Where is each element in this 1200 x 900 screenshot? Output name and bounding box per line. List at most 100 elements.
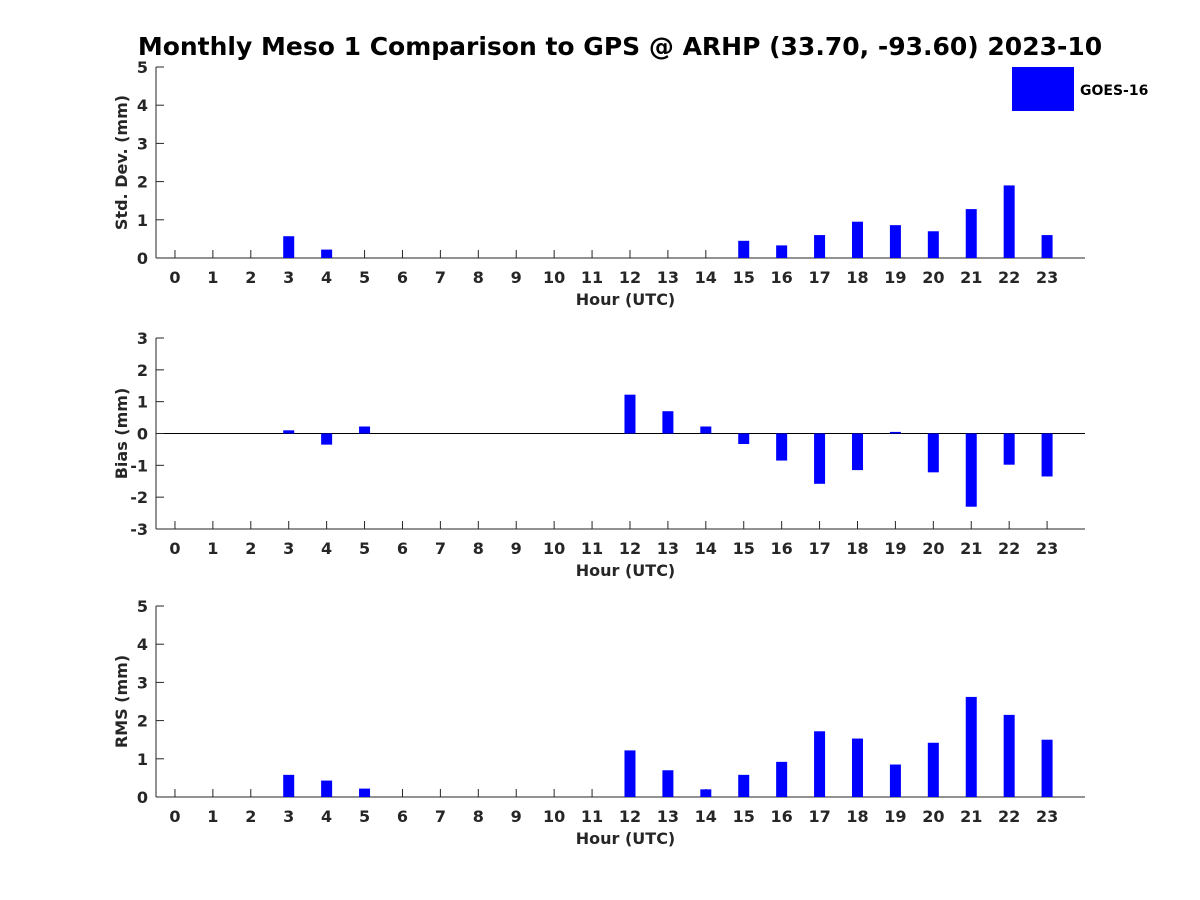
bias-bar-hour-19	[889, 431, 901, 434]
std-dev-x-tick-label: 15	[733, 268, 755, 287]
bias-bar-hour-20	[927, 433, 939, 473]
std-dev-x-tick-label: 13	[657, 268, 679, 287]
std-dev-x-tick-label: 6	[397, 268, 408, 287]
std-dev-y-tick-label: 1	[137, 211, 148, 230]
legend-label: GOES-16	[1080, 83, 1148, 99]
rms-x-tick-label: 21	[960, 807, 982, 826]
rms-bar-hour-3	[283, 774, 295, 797]
bias-x-tick-label: 20	[922, 539, 944, 558]
rms-x-tick-label: 15	[733, 807, 755, 826]
bias-bar-hour-13	[662, 411, 674, 434]
rms-x-tick-label: 1	[207, 807, 218, 826]
std-dev-x-tick-label: 0	[169, 268, 180, 287]
std-dev-bar-hour-18	[851, 221, 863, 258]
std-dev-bar-hour-20	[927, 231, 939, 258]
rms-x-tick-label: 20	[922, 807, 944, 826]
bias-bar-hour-4	[321, 433, 333, 445]
std-dev-x-tick-label: 21	[960, 268, 982, 287]
rms-bar-hour-5	[359, 788, 371, 797]
rms-x-tick-label: 11	[581, 807, 603, 826]
rms-bar-hour-23	[1041, 739, 1053, 797]
std-dev-x-tick-label: 2	[245, 268, 256, 287]
rms-bar-hour-19	[889, 764, 901, 797]
std-dev-x-tick-label: 11	[581, 268, 603, 287]
rms-bar-hour-16	[776, 761, 788, 797]
rms-x-tick-label: 8	[473, 807, 484, 826]
bias-x-tick-label: 8	[473, 539, 484, 558]
bias-bar-hour-18	[851, 433, 863, 471]
std-dev-y-axis-label: Std. Dev. (mm)	[112, 95, 131, 230]
bias-x-tick-label: 15	[733, 539, 755, 558]
rms-x-tick-label: 22	[998, 807, 1020, 826]
rms-bar-hour-22	[1003, 714, 1015, 797]
std-dev-x-tick-label: 19	[884, 268, 906, 287]
rms-x-tick-label: 19	[884, 807, 906, 826]
rms-x-tick-label: 14	[695, 807, 717, 826]
bias-y-tick-label: -3	[130, 520, 148, 539]
rms-x-tick-label: 13	[657, 807, 679, 826]
std-dev-y-tick-label: 3	[137, 134, 148, 153]
bias-bar-hour-23	[1041, 433, 1053, 477]
bias-bar-hour-5	[359, 426, 371, 434]
std-dev-y-tick-label: 4	[137, 96, 148, 115]
bias-y-tick-label: 2	[137, 361, 148, 380]
std-dev-x-tick-label: 4	[321, 268, 332, 287]
bias-x-tick-label: 0	[169, 539, 180, 558]
chart-title: Monthly Meso 1 Comparison to GPS @ ARHP …	[138, 32, 1102, 61]
std-dev-bar-hour-16	[776, 245, 788, 258]
std-dev-bar-hour-17	[814, 235, 826, 258]
bias-x-tick-label: 17	[808, 539, 830, 558]
rms-bar-hour-12	[624, 750, 636, 797]
bias-x-tick-label: 7	[435, 539, 446, 558]
bias-x-tick-label: 16	[771, 539, 793, 558]
bias-y-tick-label: -2	[130, 488, 148, 507]
bias-bar-hour-3	[283, 430, 295, 434]
std-dev-x-tick-label: 10	[543, 268, 565, 287]
rms-x-tick-label: 18	[846, 807, 868, 826]
bias-x-tick-label: 5	[359, 539, 370, 558]
bias-x-tick-label: 9	[511, 539, 522, 558]
bias-y-axis-label: Bias (mm)	[112, 388, 131, 480]
bias-x-tick-label: 13	[657, 539, 679, 558]
bias-x-tick-label: 18	[846, 539, 868, 558]
std-dev-x-tick-label: 14	[695, 268, 717, 287]
bias-y-tick-label: -1	[130, 456, 148, 475]
rms-y-tick-label: 4	[137, 635, 148, 654]
bias-x-tick-label: 21	[960, 539, 982, 558]
bias-y-tick-label: 0	[137, 425, 148, 444]
bias-x-tick-label: 10	[543, 539, 565, 558]
std-dev-x-tick-label: 18	[846, 268, 868, 287]
bias-bar-hour-14	[700, 426, 712, 434]
std-dev-x-tick-label: 1	[207, 268, 218, 287]
legend: GOES-16	[1012, 67, 1148, 111]
rms-bar-hour-17	[814, 731, 826, 797]
rms-x-tick-label: 0	[169, 807, 180, 826]
std-dev-x-tick-label: 23	[1036, 268, 1058, 287]
rms-bar-hour-13	[662, 770, 674, 797]
rms-bar-hour-4	[321, 780, 333, 797]
std-dev-x-tick-label: 22	[998, 268, 1020, 287]
rms-y-tick-label: 3	[137, 673, 148, 692]
bias-x-tick-label: 4	[321, 539, 332, 558]
bias-bar-hour-22	[1003, 433, 1015, 465]
std-dev-x-tick-label: 9	[511, 268, 522, 287]
std-dev-x-tick-label: 12	[619, 268, 641, 287]
bias-bar-hour-16	[776, 433, 788, 461]
std-dev-y-tick-label: 2	[137, 173, 148, 192]
bias-x-tick-label: 6	[397, 539, 408, 558]
rms-x-tick-label: 10	[543, 807, 565, 826]
bias-x-tick-label: 2	[245, 539, 256, 558]
std-dev-x-tick-label: 3	[283, 268, 294, 287]
std-dev-bar-hour-23	[1041, 235, 1053, 258]
std-dev-bar-hour-15	[738, 240, 750, 258]
std-dev-x-tick-label: 8	[473, 268, 484, 287]
std-dev-x-axis-label: Hour (UTC)	[576, 290, 676, 309]
bias-bar-hour-21	[965, 433, 977, 507]
std-dev-bar-hour-22	[1003, 185, 1015, 258]
std-dev-x-tick-label: 7	[435, 268, 446, 287]
std-dev-x-tick-label: 5	[359, 268, 370, 287]
rms-bar-hour-14	[700, 789, 712, 797]
